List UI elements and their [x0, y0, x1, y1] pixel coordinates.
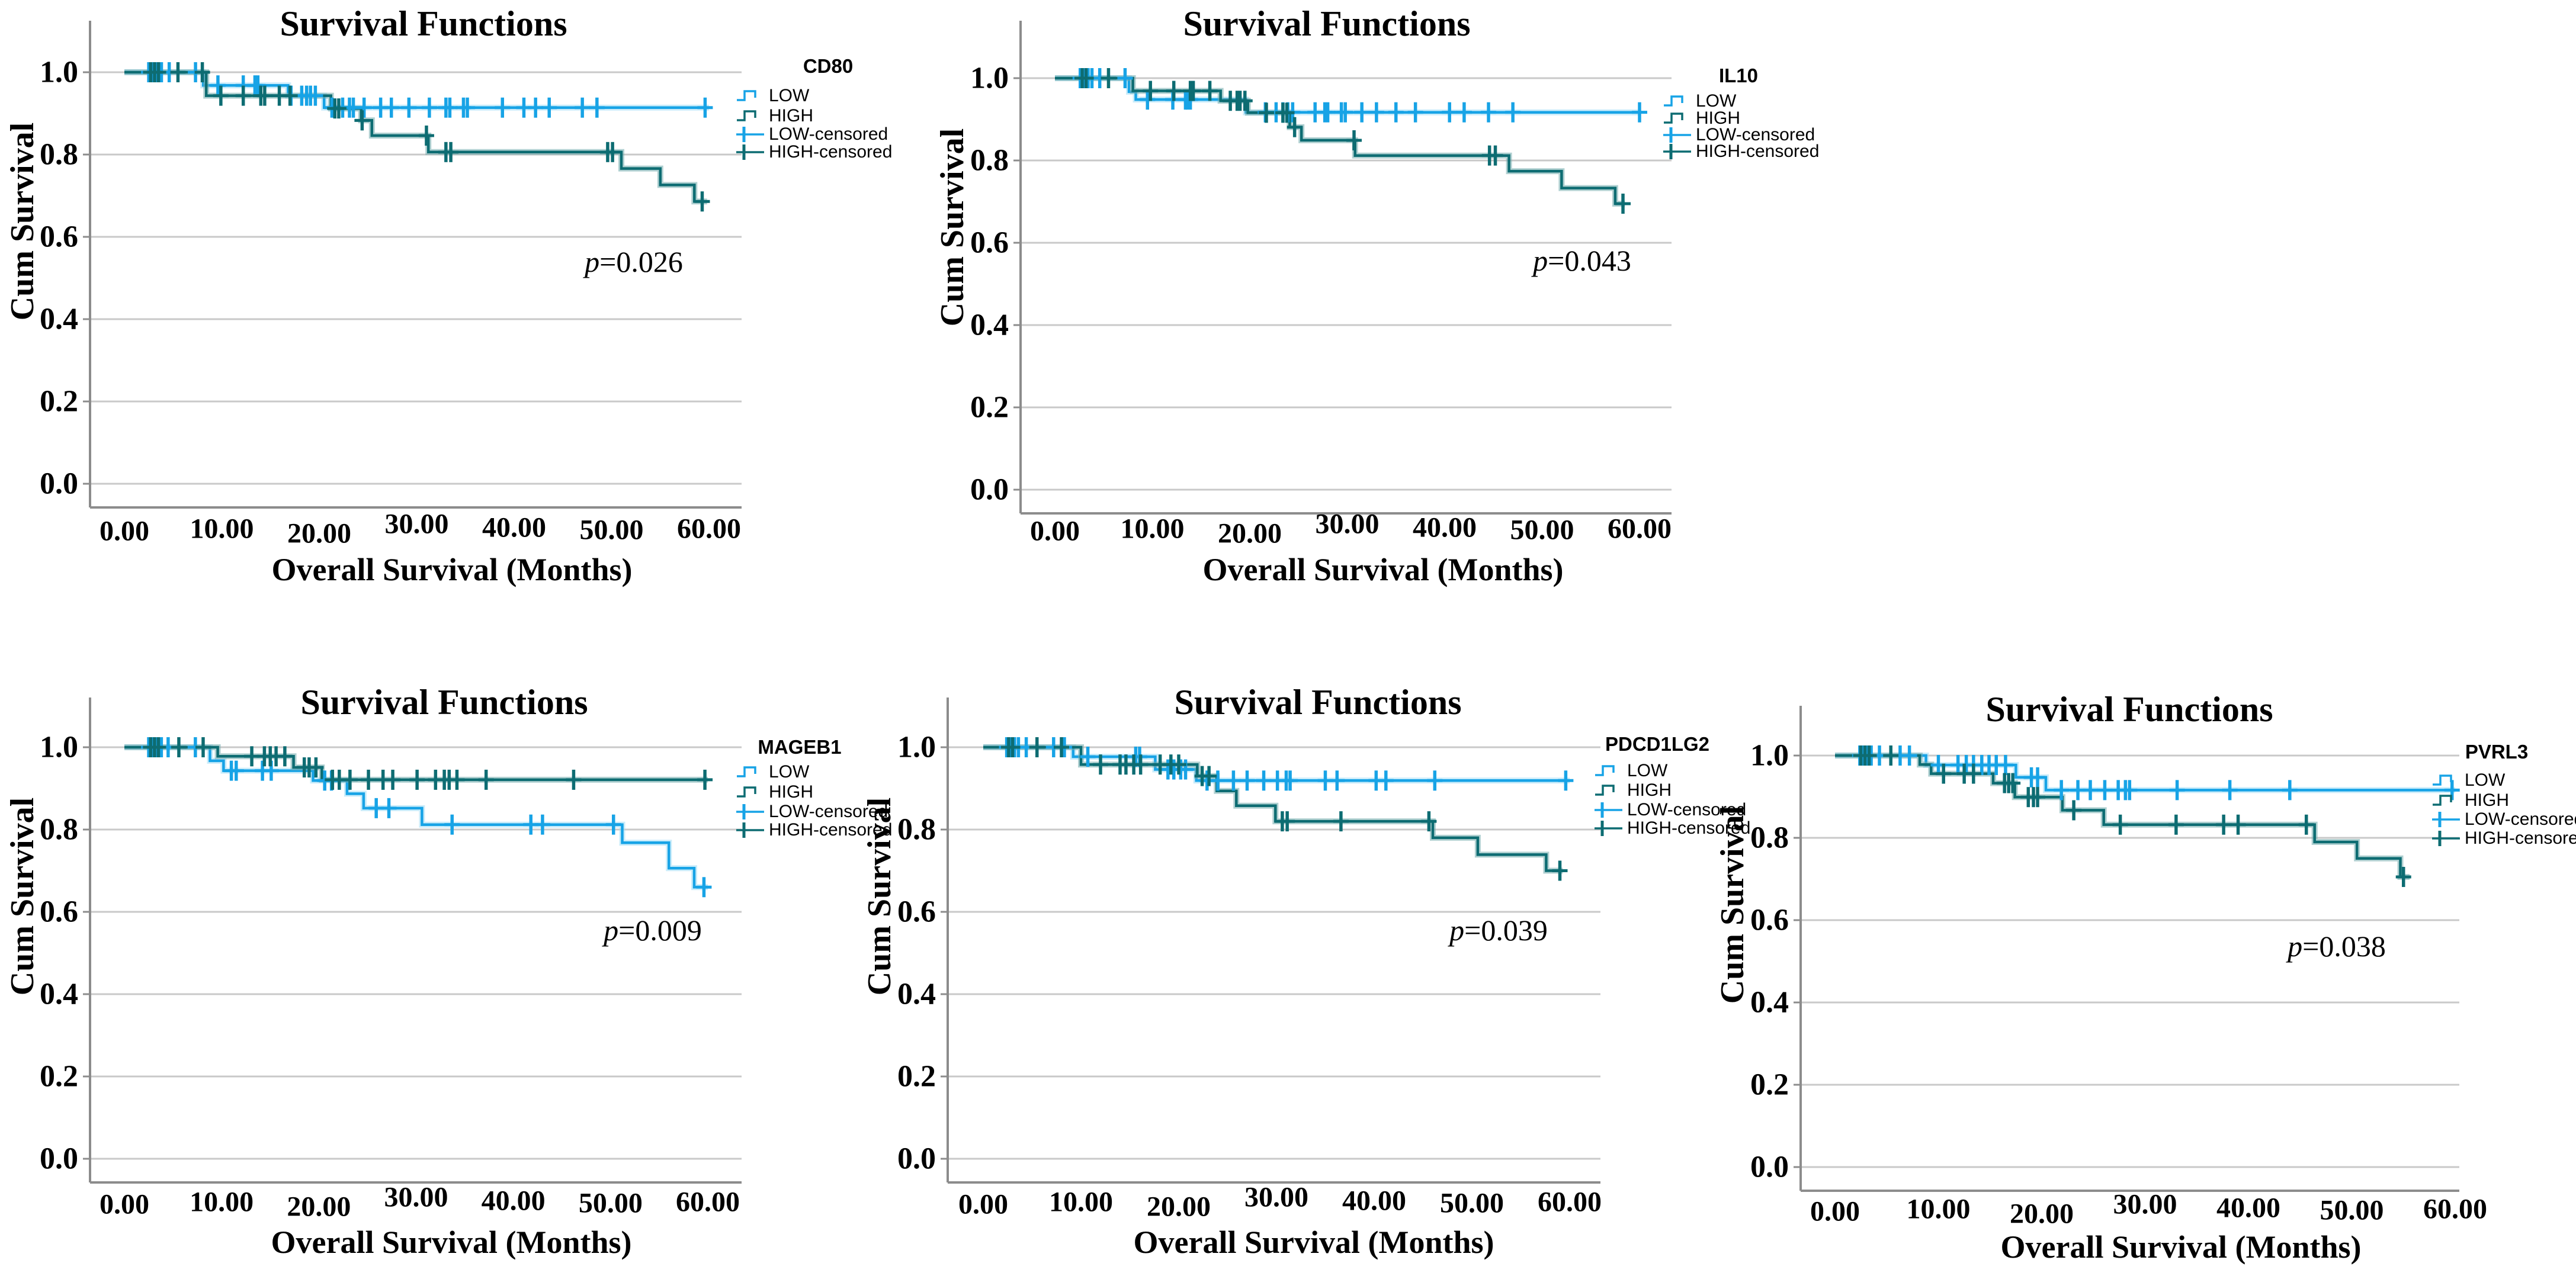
low-curve-halo [1055, 75, 1640, 115]
high-curve [1835, 754, 2410, 879]
low-curve [1055, 76, 1640, 114]
high-curve-halo [1835, 753, 2410, 880]
low-curve-halo [124, 744, 708, 891]
high-curve [124, 745, 708, 782]
low-curve-halo [124, 69, 709, 111]
high-curve [124, 70, 707, 203]
low-curve [124, 70, 709, 110]
low-curve [124, 745, 708, 889]
low-curve-halo [1835, 753, 2455, 793]
low-curve [1835, 754, 2455, 792]
high-curve [1055, 76, 1625, 205]
high-curve-halo [983, 744, 1563, 874]
